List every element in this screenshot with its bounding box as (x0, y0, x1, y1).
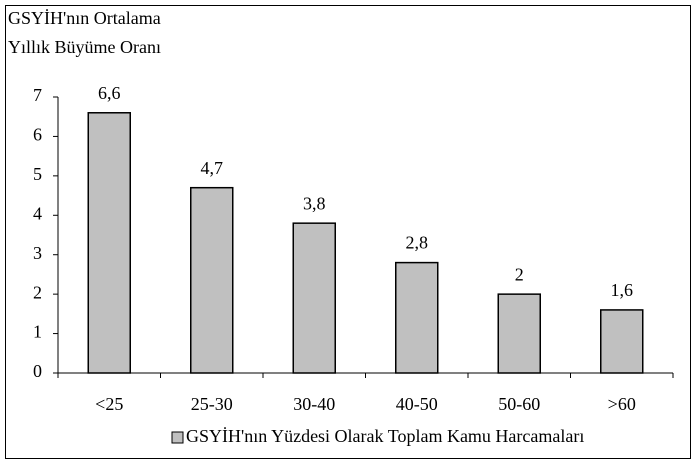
x-tick-label: 25-30 (191, 394, 233, 414)
y-tick-label: 7 (33, 85, 42, 105)
x-tick-label: >60 (608, 394, 636, 414)
bar (600, 309, 644, 374)
x-tick-label: <25 (95, 394, 123, 414)
legend-label: GSYİH'nın Yüzdesi Olarak Toplam Kamu Har… (186, 426, 584, 446)
y-tick-label: 3 (33, 243, 42, 263)
y-tick-label: 1 (33, 322, 42, 342)
data-label: 6,6 (98, 83, 121, 103)
bar (190, 186, 234, 374)
y-tick-label: 5 (33, 164, 42, 184)
x-tick-label: 40-50 (396, 394, 438, 414)
y-tick-label: 2 (33, 282, 42, 302)
y-axis-label: GSYİH'nın Ortalama (8, 8, 161, 28)
data-label: 4,7 (201, 158, 224, 178)
y-tick-label: 4 (33, 203, 42, 223)
x-tick-label: 30-40 (293, 394, 335, 414)
data-label: 3,8 (303, 193, 326, 213)
data-label: 2 (515, 264, 524, 284)
bar (87, 112, 131, 374)
bar (292, 222, 336, 374)
y-tick-label: 6 (33, 125, 42, 145)
legend-swatch (171, 431, 184, 444)
data-label: 1,6 (611, 280, 634, 300)
bar (497, 293, 541, 374)
y-tick-label: 0 (33, 361, 42, 381)
x-tick-label: 50-60 (498, 394, 540, 414)
y-axis-label: Yıllık Büyüme Oranı (8, 37, 161, 57)
bar (395, 261, 439, 374)
data-label: 2,8 (406, 233, 429, 253)
